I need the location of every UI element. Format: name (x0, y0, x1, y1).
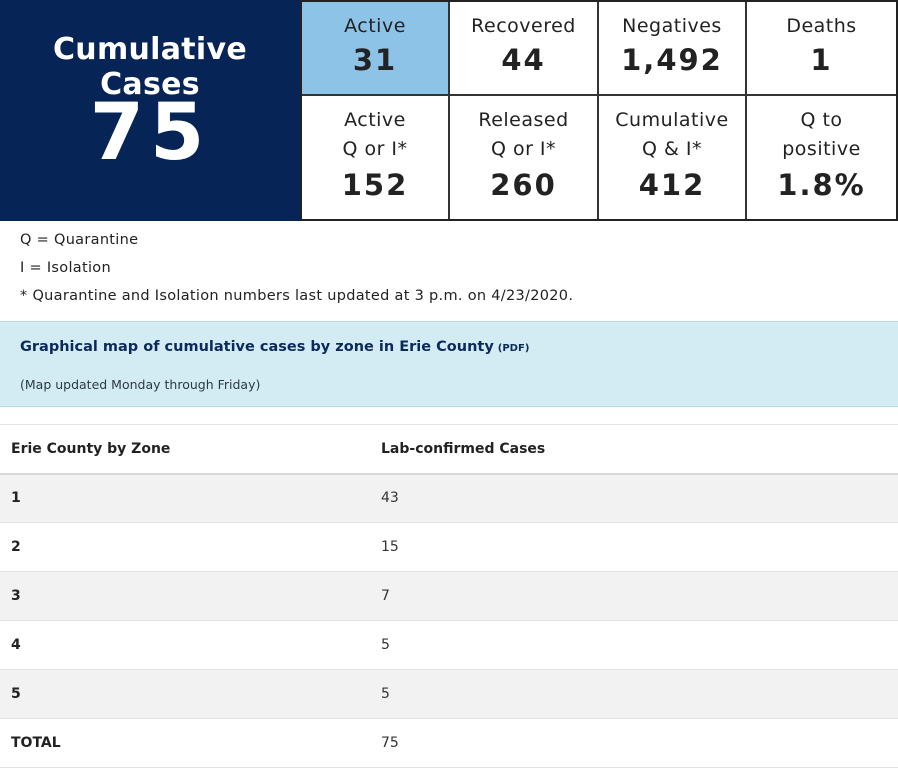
stat-label: Deaths (786, 15, 857, 37)
zone-table: Erie County by Zone Lab-confirmed Cases … (0, 424, 898, 768)
cumulative-cases-label: Cumulative Cases (52, 32, 248, 102)
stat-value: 412 (638, 168, 706, 202)
stat-q-to-positive: Q to positive 1.8% (747, 96, 896, 219)
note-last-updated: * Quarantine and Isolation numbers last … (20, 288, 574, 304)
zone-cell: 2 (0, 522, 375, 572)
legend-notes: Q = Quarantine I = Isolation * Quarantin… (20, 226, 573, 310)
table-header-row: Erie County by Zone Lab-confirmed Cases (0, 424, 898, 475)
table-row: 3 7 (0, 571, 898, 621)
stat-label: Q to positive (782, 109, 861, 160)
zone-cell: 4 (0, 620, 375, 670)
zone-cell: 1 (0, 473, 375, 523)
table-row-total: TOTAL 75 (0, 718, 898, 768)
stat-value: 260 (490, 168, 557, 202)
stat-label: Recovered (471, 15, 576, 37)
cases-cell: 75 (375, 718, 898, 768)
stat-value: 152 (341, 168, 409, 202)
zone-cell: TOTAL (0, 718, 375, 768)
stat-recovered: Recovered 44 (450, 2, 599, 96)
stat-value: 1,492 (621, 43, 723, 77)
stat-value: 31 (352, 43, 398, 77)
cases-cell: 5 (375, 620, 898, 670)
stat-value: 44 (501, 43, 546, 77)
stat-released-q-or-i: Released Q or I* 260 (450, 96, 599, 219)
note-isolation: I = Isolation (20, 260, 111, 276)
stat-label: Active (344, 15, 406, 37)
cases-cell: 5 (375, 669, 898, 719)
stat-cumulative-q-and-i: Cumulative Q & I* 412 (599, 96, 747, 219)
stat-negatives: Negatives 1,492 (599, 2, 747, 96)
stat-value: 1.8% (777, 168, 866, 202)
stat-active: Active 31 (302, 2, 450, 96)
stat-active-q-or-i: Active Q or I* 152 (302, 96, 450, 219)
cumulative-cases-value: 75 (89, 88, 211, 178)
pdf-badge[interactable]: (PDF) (497, 343, 530, 354)
stat-value: 1 (810, 43, 833, 77)
zone-cell: 3 (0, 571, 375, 621)
note-quarantine: Q = Quarantine (20, 232, 139, 248)
map-callout: Graphical map of cumulative cases by zon… (0, 321, 898, 407)
stat-label: Released Q or I* (478, 109, 569, 160)
cumulative-cases-box: Cumulative Cases 75 (0, 0, 300, 221)
stat-deaths: Deaths 1 (747, 2, 896, 96)
stat-label: Cumulative Q & I* (615, 109, 729, 160)
table-row: 5 5 (0, 669, 898, 719)
cases-cell: 7 (375, 571, 898, 621)
stat-label: Negatives (622, 15, 722, 37)
cases-cell: 15 (375, 522, 898, 572)
map-update-note: (Map updated Monday through Friday) (20, 377, 261, 392)
map-pdf-link[interactable]: Graphical map of cumulative cases by zon… (20, 339, 529, 355)
map-link-text[interactable]: Graphical map of cumulative cases by zon… (20, 339, 494, 355)
table-row: 1 43 (0, 473, 898, 523)
cases-cell: 43 (375, 473, 898, 523)
stat-label: Active Q or I* (342, 109, 408, 160)
table-row: 4 5 (0, 620, 898, 670)
stats-grid: Active 31 Recovered 44 Negatives 1,492 D… (300, 0, 898, 221)
stats-panel: Cumulative Cases 75 Active 31 Recovered … (0, 0, 898, 221)
table-row: 2 15 (0, 522, 898, 572)
zone-cell: 5 (0, 669, 375, 719)
column-header-zone: Erie County by Zone (0, 424, 375, 475)
column-header-cases: Lab-confirmed Cases (375, 424, 898, 475)
